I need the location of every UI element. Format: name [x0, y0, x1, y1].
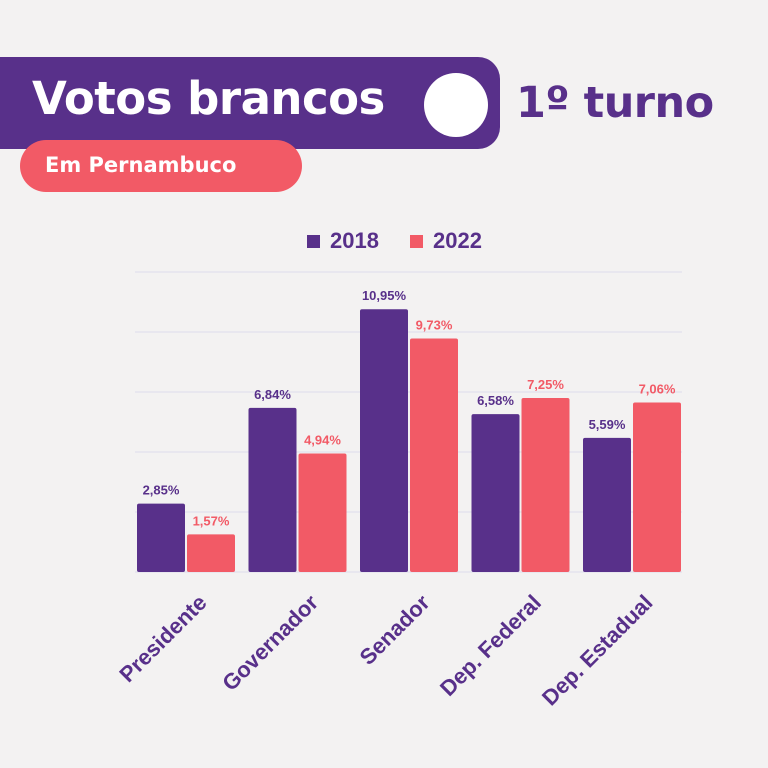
x-tick-label: Dep. Federal — [435, 590, 546, 701]
chart-title: Votos brancos — [32, 72, 385, 125]
x-tick-label: Presidente — [114, 590, 211, 687]
legend-item-2018: 2018 — [307, 228, 379, 254]
data-label: 7,25% — [527, 377, 564, 392]
x-tick-label: Dep. Estadual — [537, 590, 658, 711]
bar-2018-2 — [360, 309, 408, 572]
x-tick-label: Senador — [355, 590, 435, 670]
bar-2022-1 — [298, 453, 347, 572]
round-label: 1º turno — [516, 78, 714, 128]
data-label: 5,59% — [589, 417, 626, 432]
data-label: 6,58% — [477, 393, 514, 408]
legend-label-2022: 2022 — [433, 228, 482, 253]
circle-icon — [424, 73, 488, 137]
legend-swatch-2022 — [410, 234, 423, 248]
legend: 2018 2022 — [0, 228, 768, 256]
bar-2022-2 — [410, 338, 458, 572]
data-label: 1,57% — [193, 513, 230, 528]
data-label: 10,95% — [362, 288, 407, 303]
subtitle-pill — [20, 140, 302, 192]
bar-2022-4 — [633, 402, 681, 572]
data-label: 2,85% — [143, 483, 180, 498]
legend-item-2022: 2022 — [410, 228, 482, 254]
bar-2022-3 — [521, 398, 570, 572]
data-label: 6,84% — [254, 387, 291, 402]
bar-2018-0 — [137, 503, 185, 572]
bar-2018-1 — [248, 407, 297, 572]
data-label: 4,94% — [304, 432, 341, 447]
bar-2018-3 — [471, 414, 520, 572]
x-tick-label: Governador — [217, 590, 323, 696]
data-label: 9,73% — [416, 317, 453, 332]
bar-2018-4 — [583, 437, 631, 572]
data-label: 7,06% — [639, 382, 676, 397]
legend-swatch-2018 — [307, 234, 320, 248]
legend-label-2018: 2018 — [330, 228, 379, 253]
title-band — [0, 57, 500, 149]
chart-subtitle: Em Pernambuco — [45, 153, 237, 177]
bar-2022-0 — [187, 534, 235, 572]
